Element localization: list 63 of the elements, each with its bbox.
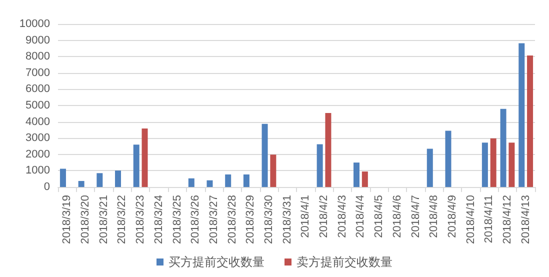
bar [78, 180, 84, 187]
x-tick-label: 2018/3/21 [98, 195, 110, 244]
y-tick-label: 3000 [26, 132, 50, 144]
legend-label: 卖方提前交收数量 [296, 255, 392, 269]
x-tick-label: 2018/4/10 [464, 195, 477, 244]
bar [362, 172, 368, 187]
x-tick-label: 2018/3/20 [80, 195, 92, 244]
bar [60, 168, 66, 187]
bar [262, 124, 268, 187]
y-tick-label: 6000 [26, 83, 50, 96]
y-tick-label: 8000 [26, 50, 50, 63]
bar [426, 148, 433, 187]
x-tick-label: 2018/3/19 [61, 195, 74, 244]
y-tick-label: 7000 [26, 66, 50, 79]
bar [243, 174, 250, 187]
x-tick-label: 2018/3/30 [262, 195, 275, 244]
bar [325, 113, 332, 187]
bar [142, 128, 148, 187]
bar [206, 180, 213, 187]
x-tick-label: 2018/3/25 [171, 195, 184, 244]
bar [445, 130, 452, 187]
bar [500, 108, 506, 187]
y-tick-label: 9000 [26, 34, 50, 46]
y-tick-label: 2000 [26, 148, 50, 160]
y-tick-label: 5000 [26, 100, 50, 112]
bar [527, 55, 534, 187]
x-tick-label: 2018/4/13 [520, 195, 532, 244]
bar [518, 43, 525, 187]
x-tick-label: 2018/4/11 [483, 195, 496, 244]
x-tick-label: 2018/4/12 [501, 195, 514, 244]
bar [188, 178, 194, 187]
x-tick-label: 2018/4/4 [354, 195, 367, 238]
bar [316, 144, 323, 187]
x-tick-label: 2018/4/1 [300, 195, 312, 238]
x-tick-label: 2018/4/8 [428, 195, 440, 238]
x-tick-label: 2018/3/23 [134, 195, 147, 244]
x-tick-label: 2018/3/24 [152, 195, 165, 244]
x-tick-label: 2018/4/3 [336, 195, 348, 238]
y-tick-label: 0 [44, 181, 50, 193]
x-tick-label: 2018/3/28 [226, 195, 238, 244]
x-tick-label: 2018/3/26 [190, 195, 202, 244]
y-tick-label: 1000 [26, 164, 50, 177]
x-tick-label: 2018/3/27 [208, 195, 220, 244]
bar [508, 142, 515, 187]
x-tick-label: 2018/4/6 [391, 195, 404, 238]
x-tick-label: 2018/4/5 [373, 195, 386, 238]
y-tick-label: 4000 [26, 116, 50, 128]
x-tick-label: 2018/3/22 [116, 195, 128, 244]
x-tick-label: 2018/3/29 [244, 195, 257, 244]
bar [115, 170, 122, 187]
legend-label: 买方提前交收数量 [168, 255, 264, 269]
x-tick-label: 2018/4/2 [318, 195, 330, 238]
bar [490, 138, 496, 187]
x-tick-label: 2018/4/9 [446, 195, 458, 238]
y-tick-label: 10000 [19, 18, 50, 30]
bar [225, 174, 232, 187]
x-tick-label: 2018/3/31 [281, 195, 294, 244]
bar [270, 154, 276, 187]
x-tick-label: 2018/4/7 [410, 195, 422, 238]
bar [482, 142, 488, 187]
bar [96, 173, 103, 187]
bar [354, 162, 360, 187]
bar [133, 144, 140, 187]
